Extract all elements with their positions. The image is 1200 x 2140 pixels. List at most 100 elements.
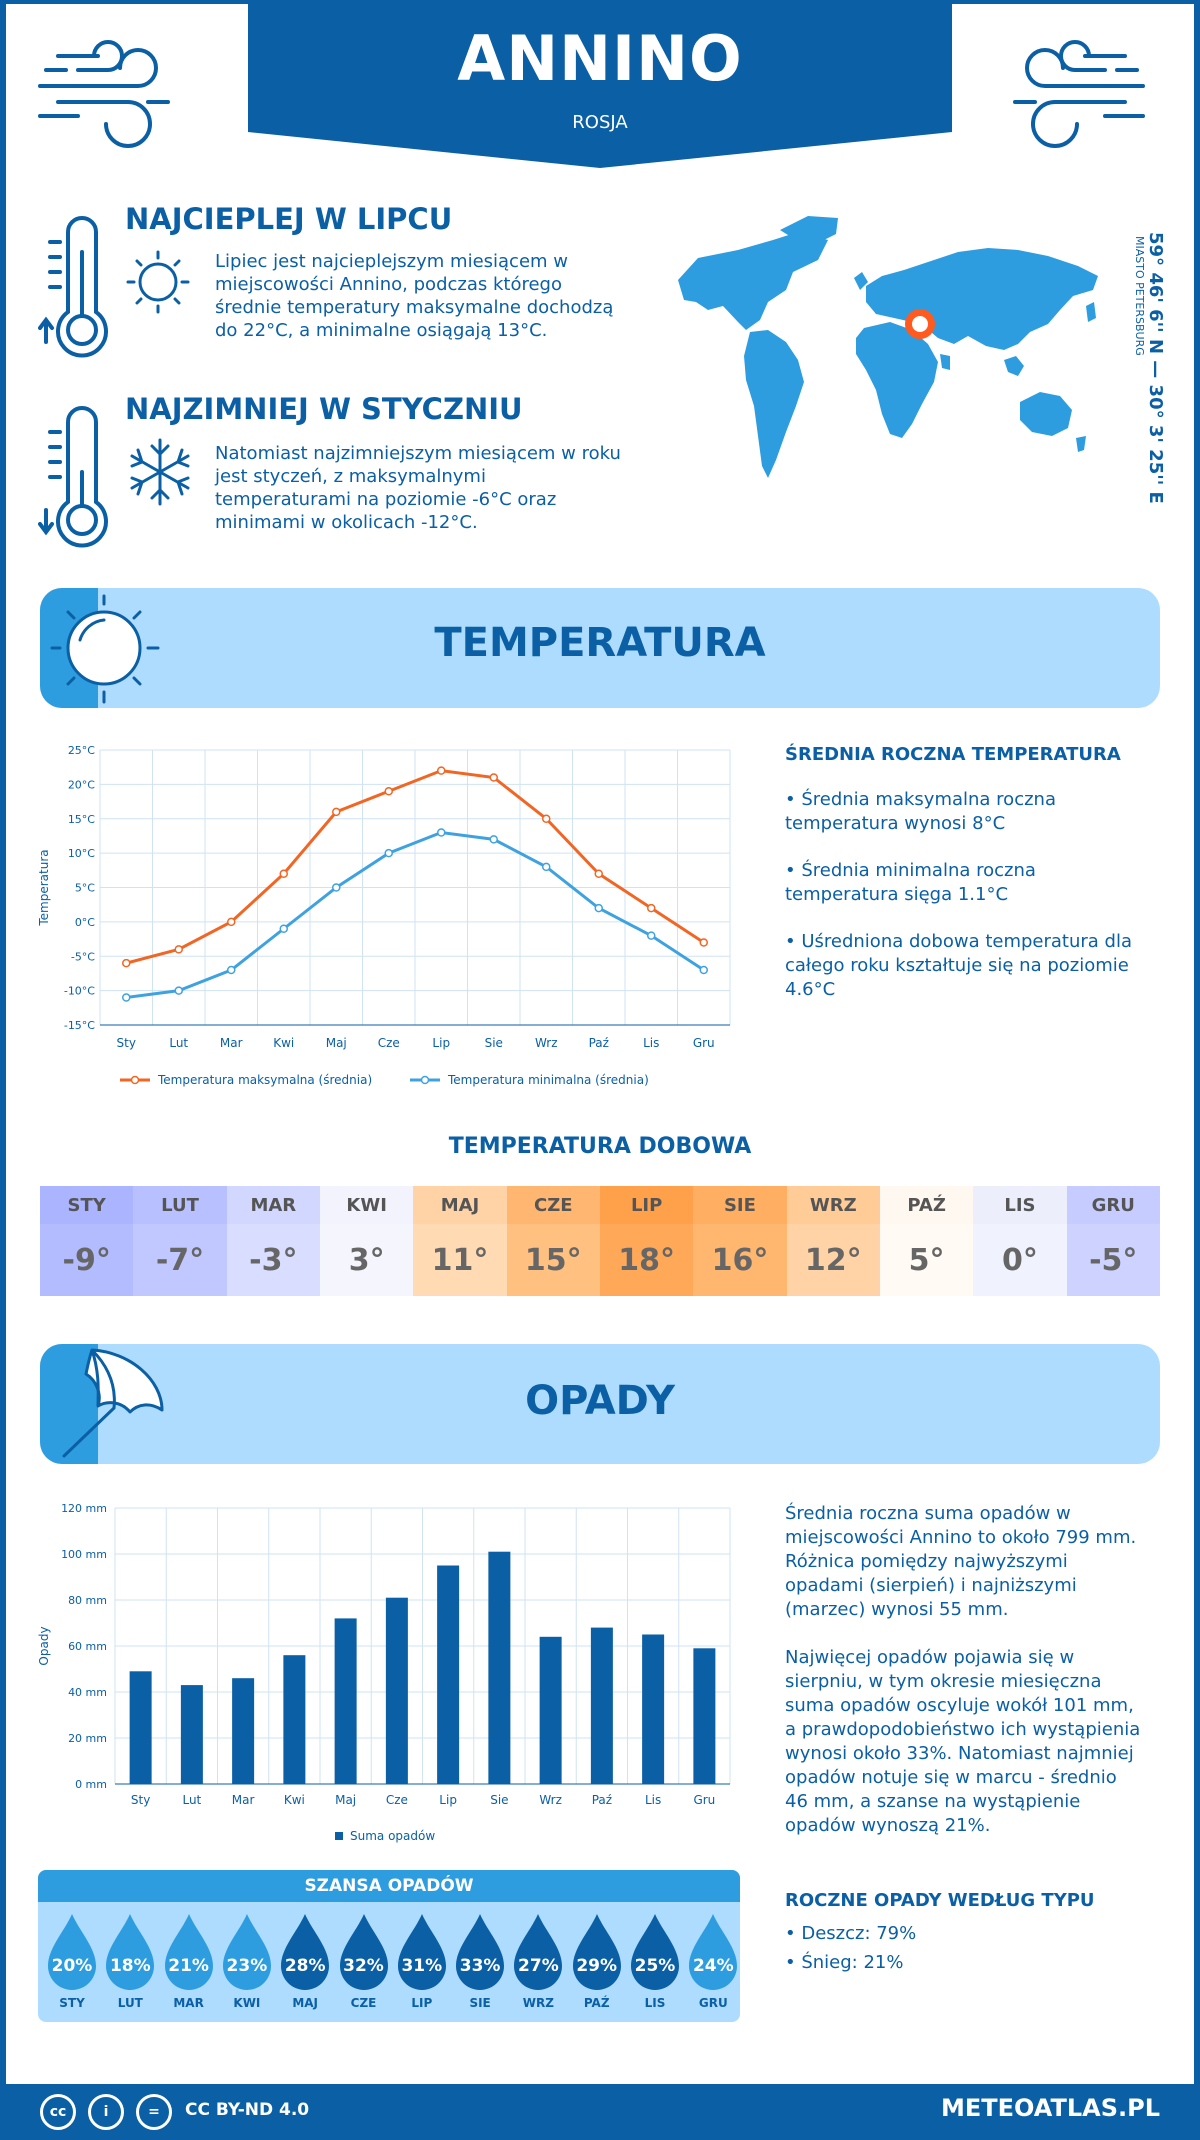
y-tick-label: 20°C <box>68 778 95 791</box>
daily-temp-value: -7° <box>133 1224 227 1296</box>
daily-month-label: LIS <box>973 1186 1067 1224</box>
data-point <box>384 848 393 858</box>
data-point <box>489 773 498 782</box>
daily-month-label: SIE <box>693 1186 787 1224</box>
y-tick-label: -10°C <box>64 985 95 998</box>
daily-month-label: MAR <box>226 1186 320 1224</box>
precip-type-title: ROCZNE OPADY WEDŁUG TYPU <box>785 1890 1095 1911</box>
bar <box>437 1565 460 1784</box>
x-tick-label: Maj <box>326 1036 347 1050</box>
daily-temp-value: 12° <box>786 1224 880 1296</box>
rain-chance-value: 18% <box>109 1956 151 1976</box>
rain-drop-icon: 25% LIS <box>627 1912 683 2010</box>
daily-temp-value: 11° <box>413 1224 507 1296</box>
data-point <box>174 986 183 995</box>
precip-snow: • Śnieg: 21% <box>785 1952 904 1973</box>
data-point <box>542 814 551 823</box>
site-link[interactable]: METEOATLAS.PL <box>940 2094 1160 2122</box>
rain-drop-icon: 27% WRZ <box>510 1912 566 2010</box>
city-name: ANNINO <box>457 22 743 95</box>
x-tick-label: Lut <box>182 1793 201 1807</box>
rain-chance-month: GRU <box>698 1996 728 2010</box>
rain-chance-value: 27% <box>518 1956 559 1976</box>
rain-drop-icon: 21% MAR <box>161 1912 217 2010</box>
y-tick-label: 0°C <box>75 916 95 929</box>
daily-temp-cell: MAJ 11° <box>413 1186 507 1296</box>
rain-chance-month: MAR <box>173 1996 204 2010</box>
daily-month-label: LUT <box>133 1186 227 1224</box>
daily-temp-value: 18° <box>599 1224 694 1296</box>
daily-temp-value: -3° <box>226 1224 320 1296</box>
data-point <box>647 931 656 940</box>
daily-temp-value: 5° <box>879 1224 974 1296</box>
x-tick-label: Lip <box>432 1036 450 1050</box>
x-tick-label: Sie <box>485 1036 503 1050</box>
daily-temp-cell: KWI 3° <box>319 1186 414 1296</box>
data-point <box>174 945 183 954</box>
daily-temp-cell: PAŹ 5° <box>879 1186 974 1296</box>
attribution-icon: i <box>88 2094 124 2130</box>
daily-month-label: CZE <box>506 1186 600 1224</box>
daily-temp-cell: WRZ 12° <box>786 1186 880 1296</box>
daily-temp-value: 15° <box>506 1224 600 1296</box>
y-axis-label: Opady <box>37 1626 51 1665</box>
series-line <box>126 830 705 999</box>
daily-temp-value: 16° <box>693 1224 787 1296</box>
x-tick-label: Sty <box>131 1793 150 1807</box>
x-tick-label: Wrz <box>535 1036 558 1050</box>
data-point <box>647 903 656 913</box>
coldest-title: NAJZIMNIEJ W STYCZNIU <box>125 392 523 426</box>
rain-chance-value: 29% <box>576 1956 618 1976</box>
daily-temp-value: 3° <box>319 1224 414 1296</box>
x-tick-label: Wrz <box>539 1793 562 1807</box>
daily-temp-cell: GRU -5° <box>1066 1186 1160 1296</box>
header-banner <box>248 0 952 170</box>
region-name: MIASTO PETERSBURG <box>1133 236 1146 356</box>
data-point <box>437 766 446 775</box>
daily-temp-title: TEMPERATURA DOBOWA <box>448 1134 752 1159</box>
x-tick-label: Sty <box>117 1036 136 1050</box>
data-point <box>122 958 131 968</box>
x-tick-label: Kwi <box>284 1793 305 1807</box>
y-tick-label: -15°C <box>64 1019 95 1032</box>
x-tick-label: Gru <box>693 1793 715 1807</box>
bar <box>590 1627 613 1784</box>
daily-month-label: GRU <box>1066 1186 1160 1224</box>
annual-min-stat: • Średnia minimalna roczna temperatura s… <box>785 860 1036 905</box>
hottest-text: Lipiec jest najcieplejszym miesiącem w m… <box>215 251 614 341</box>
daily-month-label: MAJ <box>413 1186 507 1224</box>
world-map <box>678 216 1098 478</box>
rain-drop-icon: 31% LIP <box>394 1912 450 2010</box>
rain-chance-value: 25% <box>634 1956 676 1976</box>
y-tick-label: 120 mm <box>61 1502 107 1515</box>
rain-chance-value: 24% <box>692 1956 734 1976</box>
wind-icon <box>1013 40 1145 148</box>
y-tick-label: 15°C <box>68 813 95 826</box>
data-point <box>699 938 708 947</box>
y-tick-label: 60 mm <box>68 1640 107 1653</box>
x-tick-label: Mar <box>220 1036 243 1050</box>
data-point <box>279 924 288 933</box>
bar <box>283 1655 306 1784</box>
data-point <box>384 787 393 796</box>
hottest-title: NAJCIEPLEJ W LIPCU <box>125 202 453 236</box>
rain-chance-month: MAJ <box>292 1996 319 2010</box>
rain-chance-month: WRZ <box>522 1996 554 2010</box>
bar <box>539 1636 562 1784</box>
daily-temp-table: STY -9° LUT -7° MAR -3° KWI 3° MAJ 11° CZE 15° LIP 18… <box>40 1186 1160 1296</box>
cc-icon: cc <box>40 2094 76 2130</box>
rain-chance-month: CZE <box>350 1996 377 2010</box>
y-tick-label: 100 mm <box>61 1548 107 1561</box>
daily-month-label: WRZ <box>786 1186 880 1224</box>
y-tick-label: 25°C <box>68 744 95 757</box>
x-tick-label: Sie <box>490 1793 508 1807</box>
annual-max-stat: • Średnia maksymalna roczna temperatura … <box>785 789 1056 834</box>
rain-chance-month: PAŹ <box>583 1996 610 2010</box>
coldest-text: Natomiast najzimniejszym miesiącem w rok… <box>215 443 621 533</box>
wind-icon <box>38 40 170 148</box>
x-tick-label: Lis <box>643 1036 659 1050</box>
temperature-chart: -15°C -10°C -5°C 0°C 5°C 10°C 15°C 20°C 25°C Sty L… <box>37 744 731 1087</box>
x-tick-label: Lip <box>439 1793 457 1807</box>
daily-temp-value: -9° <box>40 1224 134 1296</box>
annual-avg-stat: • Uśredniona dobowa temperatura dla całe… <box>785 931 1133 1000</box>
